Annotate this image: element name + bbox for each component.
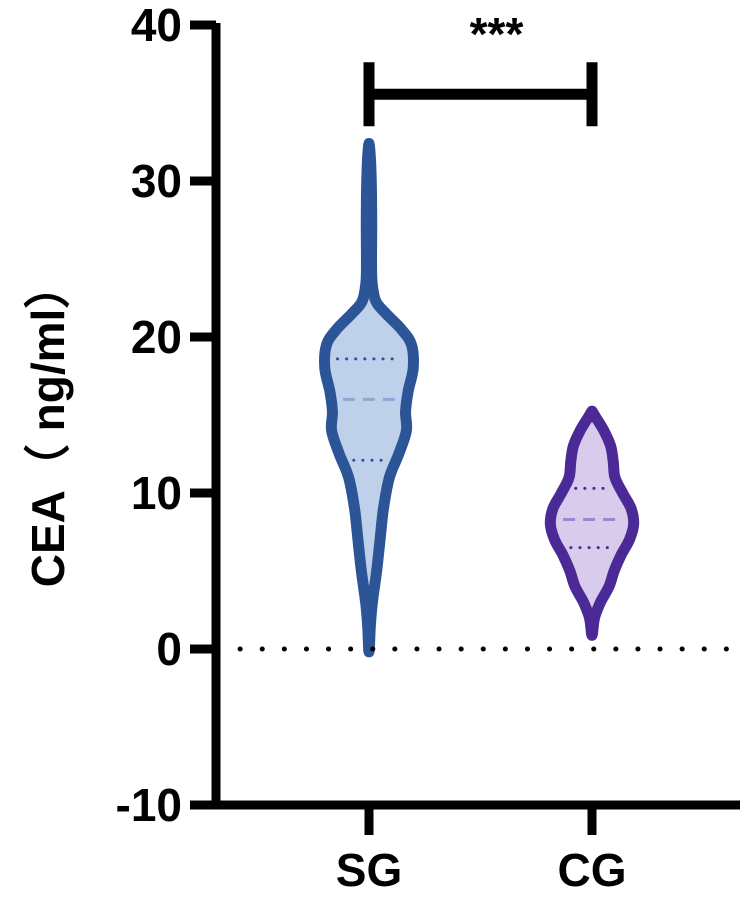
violin-body-sg — [319, 138, 419, 658]
y-tick-label: 0 — [156, 623, 182, 675]
violin-body-cg — [544, 405, 640, 641]
violin-cg — [544, 405, 640, 641]
significance-label: *** — [470, 8, 524, 60]
violin-sg — [319, 138, 419, 658]
significance-bracket: *** — [363, 8, 598, 127]
y-axis-title: CEA（ ng/ml） — [22, 263, 74, 588]
y-tick-label: 40 — [131, 0, 182, 51]
y-tick-label: -10 — [116, 779, 182, 831]
y-tick-label: 20 — [131, 311, 182, 363]
x-tick-label-cg: CG — [558, 844, 627, 896]
axes: -10 0 10 20 30 40 SG CG — [116, 0, 740, 896]
y-tick-label: 30 — [131, 155, 182, 207]
y-tick-label: 10 — [131, 467, 182, 519]
x-tick-label-sg: SG — [336, 844, 402, 896]
plot-area — [319, 138, 640, 658]
